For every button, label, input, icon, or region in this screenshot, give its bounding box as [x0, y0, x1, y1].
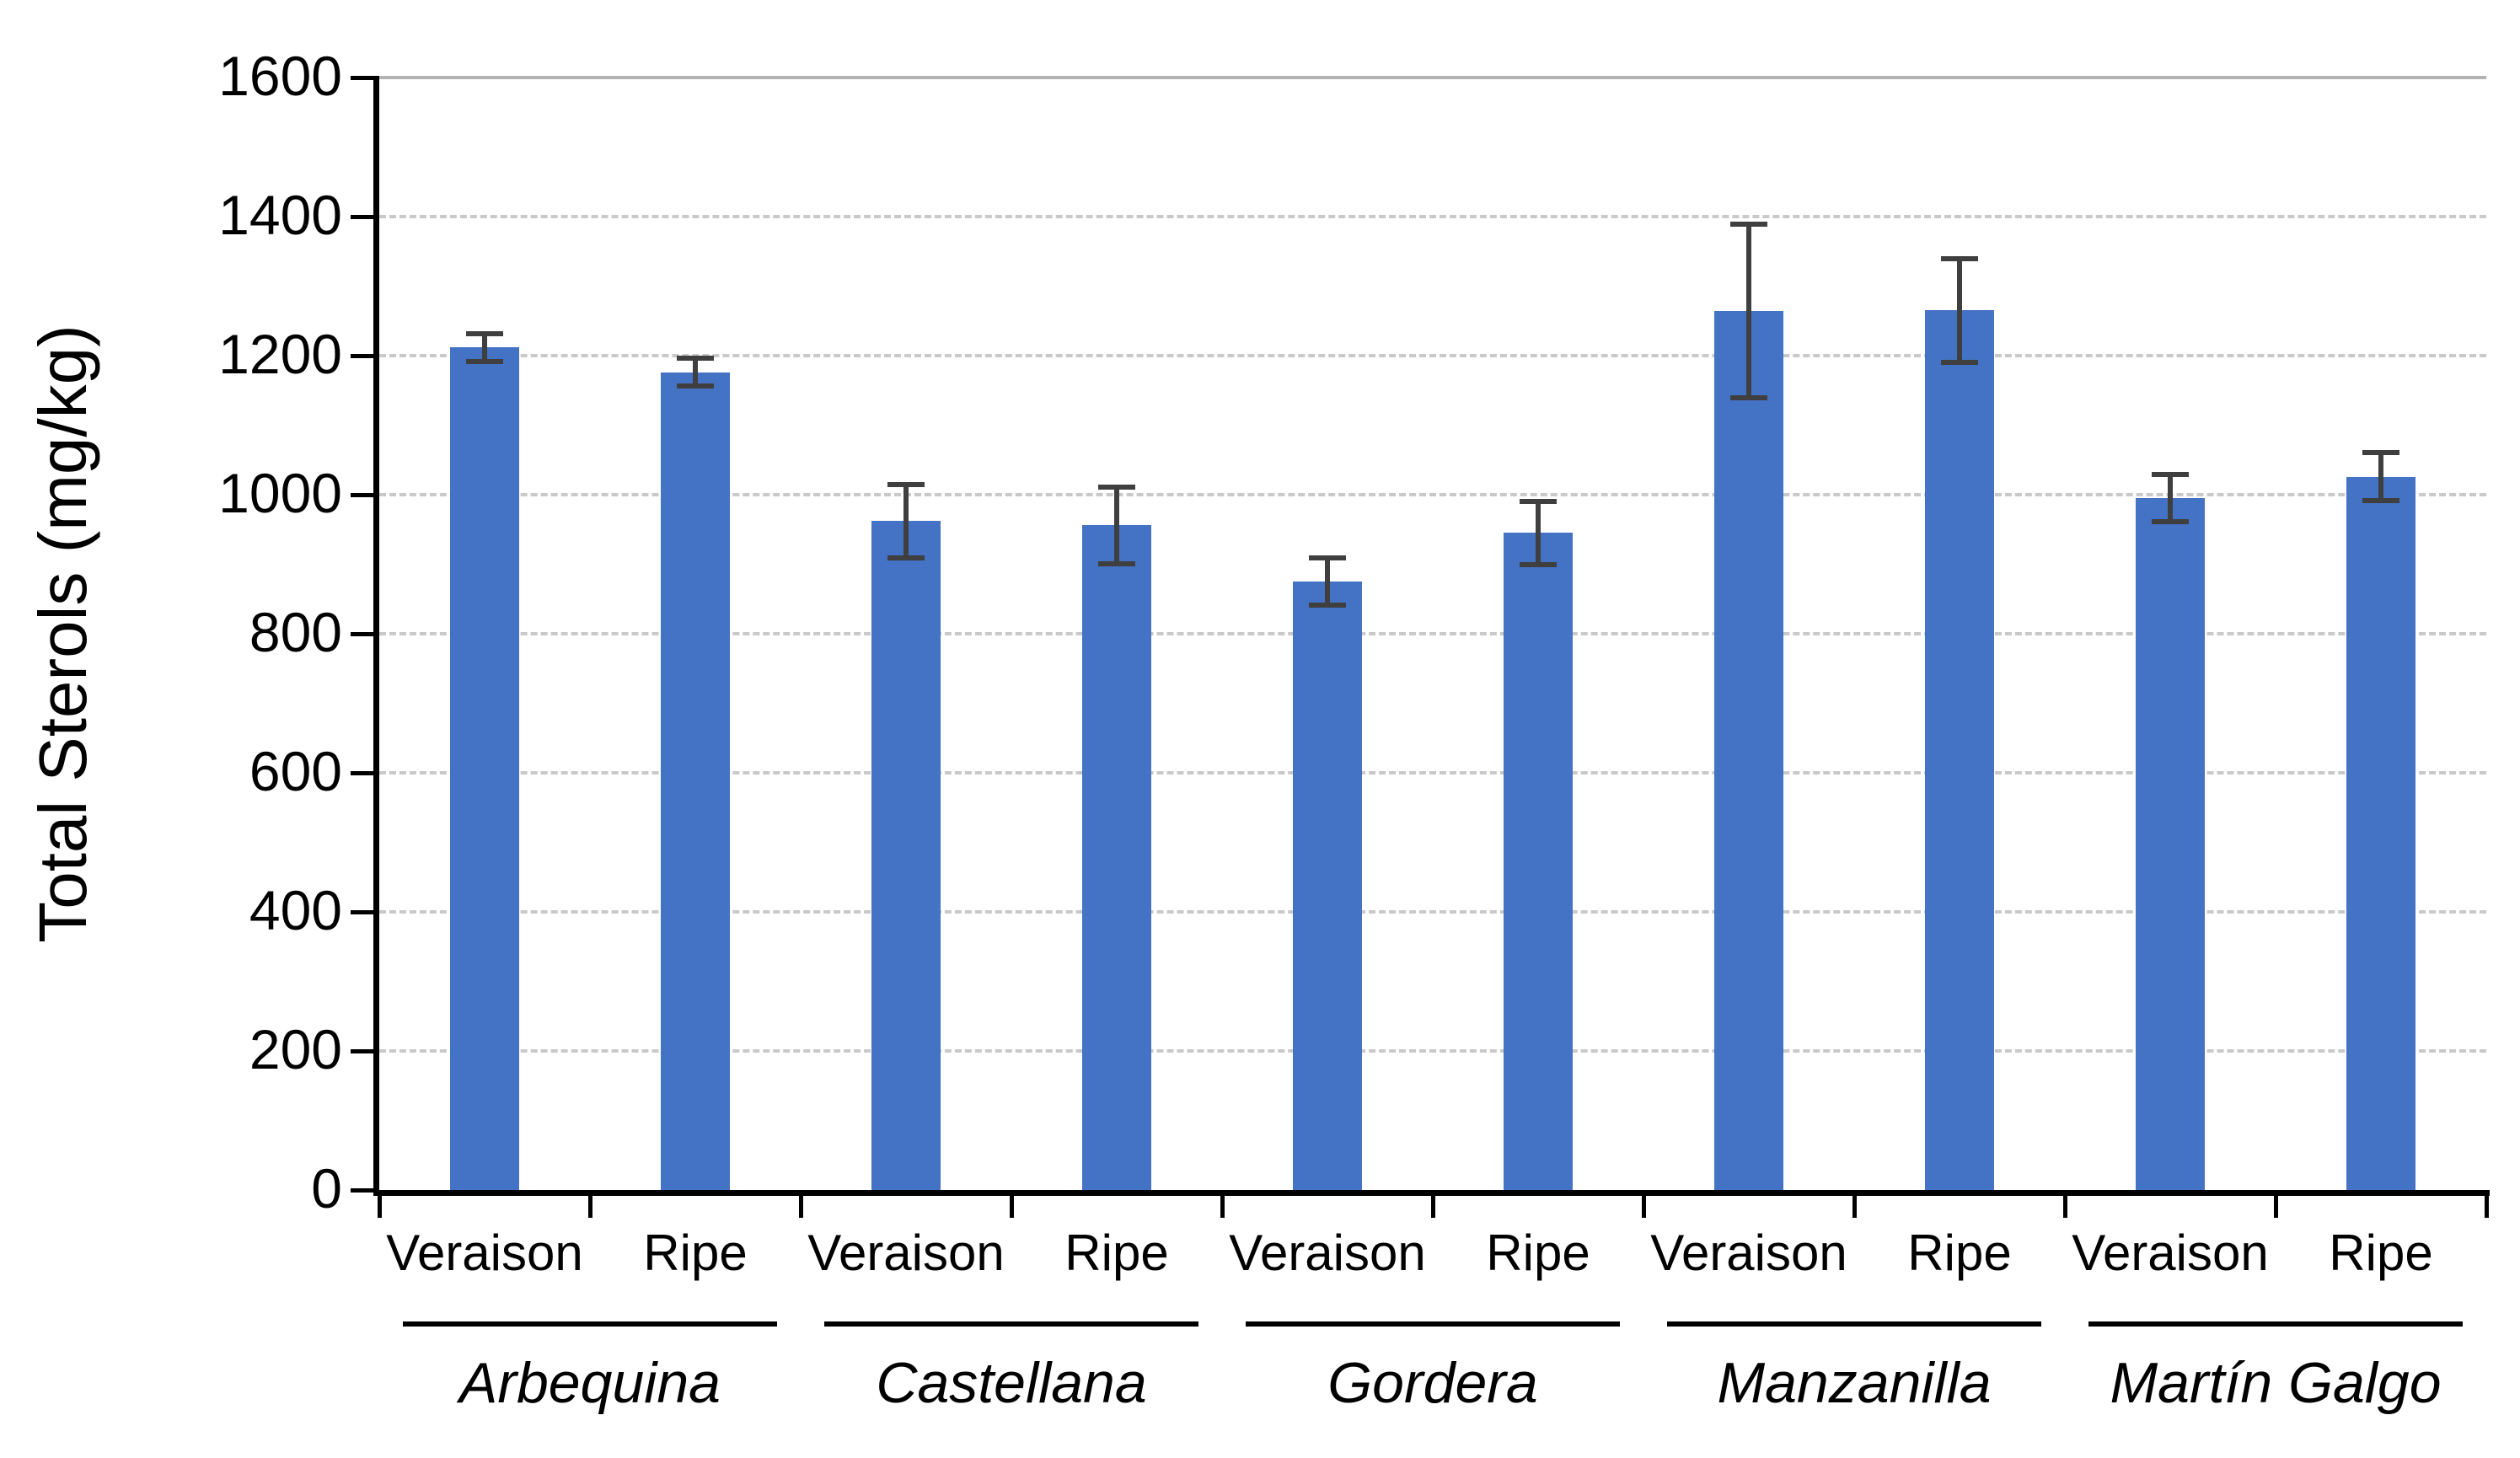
y-axis-tick [351, 1049, 379, 1053]
y-tick-label: 1000 [218, 462, 342, 524]
error-bar-bottom-cap [1520, 561, 1557, 567]
bar [450, 347, 519, 1190]
y-tick-label: 400 [249, 879, 342, 941]
stage-label: Veraison [2072, 1225, 2269, 1281]
y-axis-line [373, 76, 379, 1196]
x-axis-tick [799, 1190, 803, 1218]
x-axis-tick [2485, 1190, 2489, 1218]
error-bar-bottom-cap [1098, 560, 1135, 566]
y-tick-label: 600 [249, 740, 342, 802]
x-axis-tick [1431, 1190, 1435, 1218]
error-bar [1536, 501, 1541, 565]
stage-label: Ripe [2329, 1225, 2433, 1281]
bar [2136, 498, 2205, 1190]
x-axis-tick [2063, 1190, 2067, 1218]
x-axis-tick [1852, 1190, 1857, 1218]
error-bar-bottom-cap [1730, 395, 1767, 401]
stage-label: Ripe [1064, 1225, 1169, 1281]
error-bar [693, 358, 698, 387]
error-bar-bottom-cap [466, 358, 503, 364]
bar [661, 372, 730, 1190]
group-underline [403, 1321, 777, 1327]
error-bar [1746, 224, 1751, 399]
stage-label: Veraison [1650, 1225, 1847, 1281]
y-axis-tick [351, 632, 379, 636]
gridline [379, 632, 2486, 635]
error-bar [482, 333, 487, 362]
x-axis-tick [1220, 1190, 1225, 1218]
gridline [379, 493, 2486, 496]
x-axis-tick [2274, 1190, 2278, 1218]
bar [1504, 533, 1573, 1190]
stage-label: Veraison [386, 1225, 583, 1281]
bar [2346, 476, 2415, 1190]
error-bar [1325, 558, 1330, 606]
bar [1082, 525, 1151, 1190]
error-bar [2378, 452, 2383, 501]
error-bar-bottom-cap [2152, 519, 2189, 525]
error-bar-top-cap [466, 330, 503, 336]
group-underline [1667, 1321, 2041, 1327]
error-bar-bottom-cap [1941, 360, 1978, 366]
y-tick-label: 1400 [218, 184, 342, 246]
y-tick-label: 800 [249, 601, 342, 663]
stage-label: Veraison [1229, 1225, 1426, 1281]
group-label: Gordera [1327, 1351, 1538, 1415]
error-bar [1957, 258, 1962, 363]
stage-label: Ripe [1907, 1225, 2012, 1281]
group-label: Martín Galgo [2110, 1351, 2442, 1415]
group-label: Castellana [876, 1351, 1147, 1415]
y-axis-tick [351, 493, 379, 497]
group-label: Arbequina [458, 1351, 721, 1415]
y-tick-label: 0 [311, 1157, 342, 1219]
error-bar-top-cap [1309, 555, 1346, 561]
error-bar-bottom-cap [677, 383, 714, 389]
y-axis-tick [351, 910, 379, 914]
x-axis-tick [378, 1190, 382, 1218]
error-bar-bottom-cap [887, 555, 925, 561]
y-axis-tick [351, 215, 379, 219]
gridline [379, 771, 2486, 775]
y-tick-label: 200 [249, 1018, 342, 1080]
y-axis-tick [351, 771, 379, 775]
gridline [379, 76, 2486, 79]
error-bar [903, 484, 909, 559]
stage-label: Veraison [807, 1225, 1005, 1281]
gridline [379, 910, 2486, 914]
gridline [379, 354, 2486, 357]
error-bar-top-cap [887, 481, 925, 487]
stage-label: Ripe [643, 1225, 748, 1281]
error-bar-bottom-cap [2362, 498, 2399, 504]
error-bar [2168, 474, 2173, 523]
bar [871, 521, 941, 1190]
y-axis-tick [351, 1188, 379, 1193]
group-underline [1246, 1321, 1620, 1327]
y-axis-tick [351, 354, 379, 358]
error-bar-top-cap [2362, 449, 2399, 455]
error-bar-bottom-cap [1309, 603, 1346, 608]
y-tick-label: 1600 [218, 45, 342, 107]
bar [1925, 310, 1994, 1190]
bar [1714, 311, 1783, 1190]
bar [1293, 582, 1362, 1190]
gridline [379, 215, 2486, 218]
group-underline [824, 1321, 1198, 1327]
error-bar-top-cap [1730, 222, 1767, 228]
x-axis-tick [588, 1190, 592, 1218]
y-tick-label: 1200 [218, 323, 342, 385]
error-bar [1114, 486, 1119, 564]
group-label: Manzanilla [1717, 1351, 1992, 1415]
error-bar-top-cap [2152, 472, 2189, 478]
y-axis-tick [351, 76, 379, 80]
error-bar-top-cap [1520, 499, 1557, 505]
group-underline [2088, 1321, 2463, 1327]
error-bar-top-cap [677, 356, 714, 362]
x-axis-tick [1010, 1190, 1014, 1218]
x-axis-tick [1642, 1190, 1646, 1218]
stage-label: Ripe [1486, 1225, 1590, 1281]
error-bar-top-cap [1098, 484, 1135, 490]
error-bar-top-cap [1941, 255, 1978, 261]
gridline [379, 1049, 2486, 1053]
